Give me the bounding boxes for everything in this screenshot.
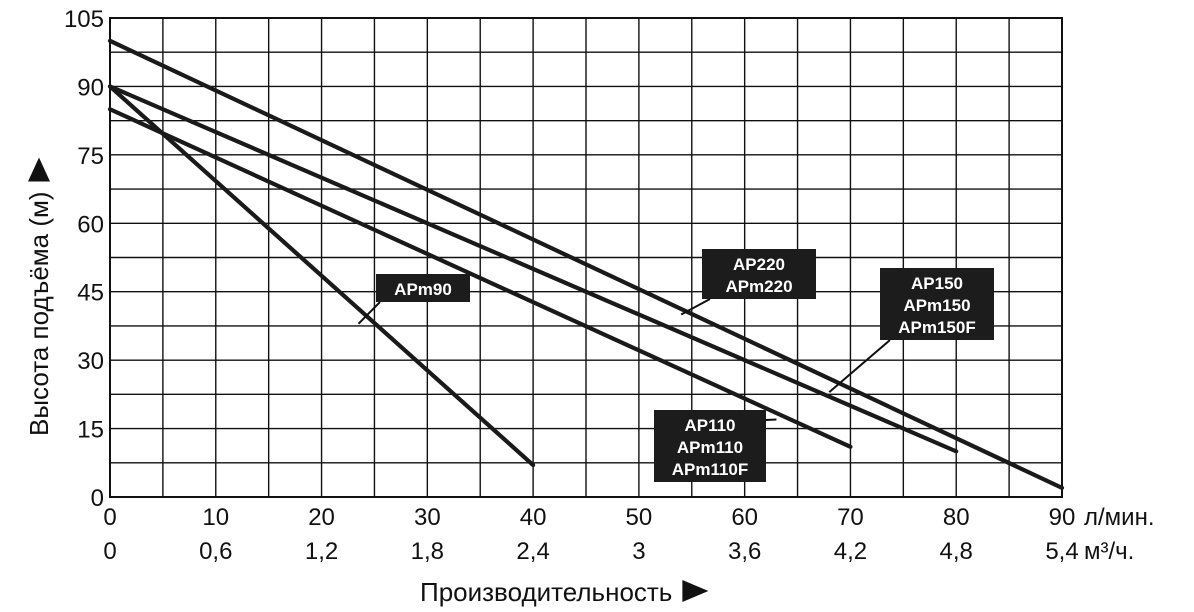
y-tick-labels: 0 15 30 45 60 75 90 105 [64,6,104,512]
x-secondary-tick-label: 0,6 [199,538,232,565]
series-lines [107,38,1065,490]
annotation-leader-line [357,301,381,325]
y-tick-label: 30 [77,348,104,375]
x-tick-label: 60 [731,504,758,531]
annotation-label: APm90 [394,280,452,299]
series-annotation: AP220 APm220 [680,249,816,316]
annotation-label: AP150 [911,274,963,293]
annotation-label: AP110 [684,416,735,435]
series-annotation: APm90 [357,274,470,325]
x-unit-primary: л/мин. [1084,504,1155,531]
series-line [107,107,853,449]
x-secondary-tick-label: 1,2 [305,538,338,565]
annotation-label: APm110F [672,460,749,479]
x-secondary-tick-labels: 0 0,6 1,2 1,8 2,4 3 3,6 4,2 4,8 5,4 [103,538,1078,565]
x-tick-label: 80 [943,504,970,531]
x-tick-labels: 0 10 20 30 40 50 60 70 80 90 [103,504,1075,531]
x-axis-arrow-icon [682,580,709,602]
annotation-label: AP220 [733,255,785,274]
series-line [107,38,1065,490]
y-tick-label: 75 [77,143,104,170]
x-axis-title: Производительность [420,577,672,607]
annotation-leader-line [765,418,777,421]
x-tick-label: 50 [626,504,653,531]
x-unit-secondary: м³/ч. [1084,538,1134,565]
annotation-label: APm220 [725,277,792,296]
y-tick-label: 15 [77,417,104,444]
x-secondary-tick-label: 2,4 [516,538,549,565]
y-axis-title: Высота подъёма (м) [24,191,54,436]
y-tick-label: 60 [77,211,104,238]
annotation-leader-line [828,339,891,393]
x-secondary-tick-label: 3 [632,538,645,565]
x-secondary-tick-label: 0 [103,538,116,565]
x-secondary-tick-label: 3,6 [728,538,761,565]
annotation-tag [376,274,470,302]
x-tick-label: 10 [202,504,229,531]
y-axis-arrow-icon [28,157,50,182]
x-secondary-tick-label: 1,8 [411,538,444,565]
y-tick-label: 105 [64,6,104,33]
x-tick-label: 40 [520,504,547,531]
x-secondary-tick-label: 5,4 [1045,538,1078,565]
series-annotation: AP150 APm150 APm150F [828,268,994,393]
plot-frame [109,17,1063,498]
series-annotation: AP110 APm110 APm110F [654,410,777,482]
annotation-label: APm110 [677,438,743,457]
x-secondary-tick-label: 4,8 [940,538,973,565]
annotation-tag [702,249,816,299]
annotation-label: APm150F [898,318,975,337]
x-axis-title-group: Производительность [420,577,709,607]
y-tick-label: 90 [77,74,104,101]
x-tick-label: 0 [103,504,116,531]
series-line [107,84,959,454]
x-tick-label: 90 [1049,504,1076,531]
grid [110,18,1062,497]
x-tick-label: 30 [414,504,441,531]
annotation-label: APm150 [903,296,970,315]
annotation-tag [880,268,994,340]
plot-border [109,17,1063,498]
y-tick-label: 45 [77,280,104,307]
x-tick-label: 20 [308,504,335,531]
x-tick-label: 70 [837,504,864,531]
y-tick-label: 0 [91,485,104,512]
series-line [107,84,536,468]
y-axis-title-group: Высота подъёма (м) [24,157,54,436]
x-secondary-tick-label: 4,2 [834,538,867,565]
annotation-tag [654,410,766,482]
annotation-leader-line [680,298,711,316]
